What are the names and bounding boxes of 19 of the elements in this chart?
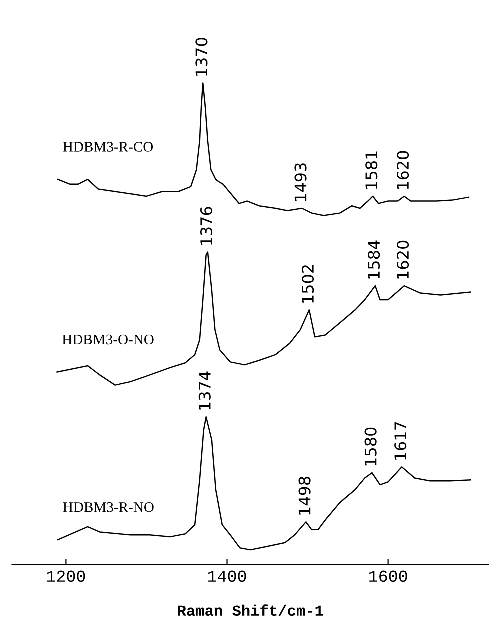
annotation: 1374 <box>198 372 211 410</box>
annotation: 1581 <box>366 152 378 190</box>
x-tick-label: 1600 <box>370 570 408 582</box>
annotation: 1376 <box>200 207 213 246</box>
series-label: HDBM3-R-NO <box>63 502 154 512</box>
x-axis-title: Raman Shift/cm-1 <box>178 604 324 616</box>
x-tick-label: 1400 <box>208 570 246 582</box>
annotation: 1502 <box>302 266 314 303</box>
series-label: HDBM3-R-CO <box>63 142 154 152</box>
annotation: 1620 <box>396 151 410 190</box>
annotation: 1580 <box>364 428 377 466</box>
annotation: 1370 <box>196 38 208 76</box>
x-tick-label: 1200 <box>47 570 86 582</box>
annotation: 1493 <box>294 164 307 202</box>
annotation: 1498 <box>298 477 311 515</box>
annotation: 1584 <box>368 240 380 279</box>
annotation: 1620 <box>396 240 410 279</box>
series-label: HDBM3-O-NO <box>62 334 154 345</box>
annotation: 1617 <box>394 422 407 460</box>
